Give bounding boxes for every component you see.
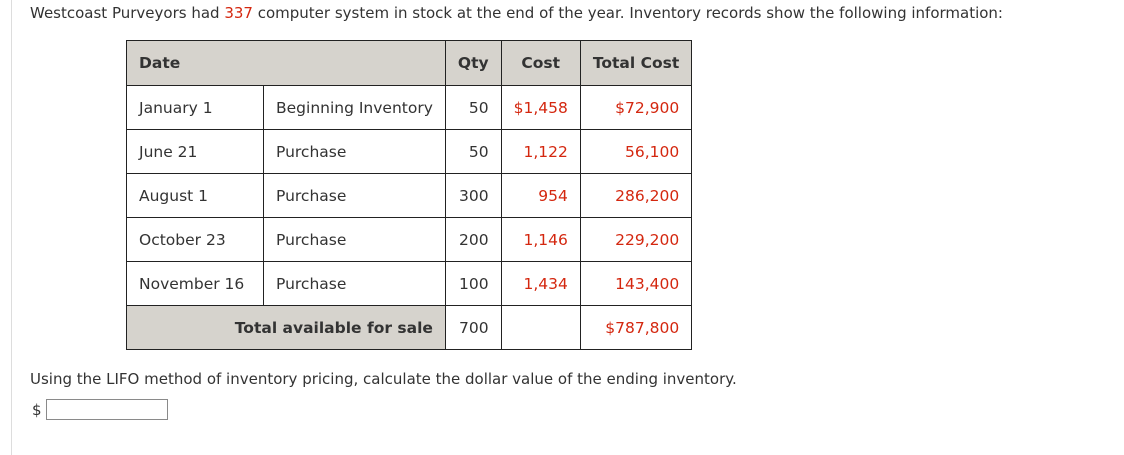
row-date: January 1 <box>126 85 264 130</box>
row-qty: 200 <box>444 217 502 262</box>
currency-symbol: $ <box>32 400 42 419</box>
row-qty: 50 <box>444 85 502 130</box>
row-total: 229,200 <box>579 217 693 262</box>
row-qty: 100 <box>444 261 502 306</box>
row-total: 143,400 <box>579 261 693 306</box>
question-text: Using the LIFO method of inventory prici… <box>30 370 737 388</box>
row-description: Purchase <box>263 217 446 262</box>
row-cost: $1,458 <box>500 85 581 130</box>
row-date: August 1 <box>126 173 264 218</box>
ending-inventory-input[interactable] <box>46 399 168 420</box>
row-cost: 954 <box>500 173 581 218</box>
header-cost: Cost <box>500 40 581 86</box>
table-row: November 16 Purchase 100 1,434 143,400 <box>126 261 693 306</box>
row-cost: 1,434 <box>500 261 581 306</box>
inventory-table: Date Qty Cost Total Cost January 1 Begin… <box>126 40 693 350</box>
answer-row: $ <box>30 399 168 420</box>
table-row: June 21 Purchase 50 1,122 56,100 <box>126 129 693 174</box>
row-date: October 23 <box>126 217 264 262</box>
row-total: 56,100 <box>579 129 693 174</box>
total-label: Total available for sale <box>126 305 446 350</box>
ending-units-value: 337 <box>224 4 253 22</box>
problem-intro: Westcoast Purveyors had 337 computer sys… <box>30 3 1003 23</box>
row-description: Beginning Inventory <box>263 85 446 130</box>
table-row: August 1 Purchase 300 954 286,200 <box>126 173 693 218</box>
table-row: October 23 Purchase 200 1,146 229,200 <box>126 217 693 262</box>
row-description: Purchase <box>263 173 446 218</box>
header-qty: Qty <box>444 40 502 86</box>
intro-text-before: Westcoast Purveyors had <box>30 4 225 22</box>
row-date: November 16 <box>126 261 264 306</box>
row-qty: 300 <box>444 173 502 218</box>
row-total: 286,200 <box>579 173 693 218</box>
total-cost-empty-cell <box>500 305 581 350</box>
header-total-cost: Total Cost <box>579 40 693 86</box>
table-row: January 1 Beginning Inventory 50 $1,458 … <box>126 85 693 130</box>
row-cost: 1,122 <box>500 129 581 174</box>
row-total: $72,900 <box>579 85 693 130</box>
total-qty: 700 <box>444 305 502 350</box>
row-description: Purchase <box>263 261 446 306</box>
total-row: Total available for sale 700 $787,800 <box>126 305 693 350</box>
total-value: $787,800 <box>579 305 693 350</box>
header-date: Date <box>126 40 446 86</box>
row-description: Purchase <box>263 129 446 174</box>
page-left-rule <box>11 0 12 455</box>
intro-text-after: computer system in stock at the end of t… <box>252 4 1003 22</box>
row-cost: 1,146 <box>500 217 581 262</box>
table-header-row: Date Qty Cost Total Cost <box>126 40 693 86</box>
row-qty: 50 <box>444 129 502 174</box>
row-date: June 21 <box>126 129 264 174</box>
